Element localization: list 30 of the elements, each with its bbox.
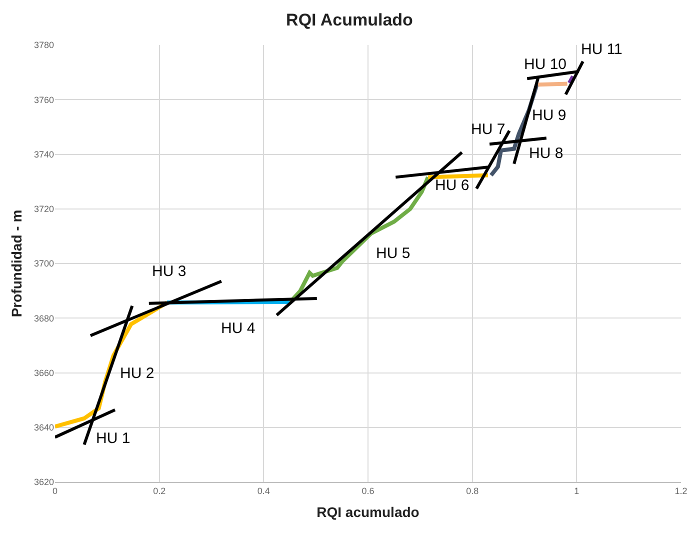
chart-title: RQI Acumulado <box>286 10 413 30</box>
x-tick-label: 0.8 <box>466 486 479 496</box>
x-tick-label: 0.4 <box>257 486 270 496</box>
y-tick-label: 3740 <box>34 149 54 160</box>
x-tick-label: 0 <box>52 486 58 496</box>
series-label: HU 9 <box>532 107 566 124</box>
series-label: HU 11 <box>581 41 622 58</box>
y-tick-label: 3780 <box>34 40 54 50</box>
x-tick-label: 0.2 <box>153 486 166 496</box>
y-tick-label: 3720 <box>34 204 54 214</box>
series-label: HU 1 <box>96 430 130 447</box>
series-label: HU 2 <box>120 365 154 382</box>
x-tick-label: 1.2 <box>674 486 688 496</box>
y-tick-label: 3760 <box>34 94 54 105</box>
y-tick-label: 3700 <box>34 258 54 269</box>
series-label: HU 8 <box>529 145 564 162</box>
series-label: HU 3 <box>152 263 186 280</box>
series-label: HU 10 <box>524 56 567 73</box>
series-label: HU 4 <box>221 320 256 337</box>
y-axis-title: Profundidad - m <box>8 210 25 318</box>
x-axis-title: RQI acumulado <box>316 504 420 520</box>
y-tick-label: 3640 <box>34 422 54 433</box>
series-label: HU 5 <box>376 245 410 262</box>
series-label: HU 6 <box>435 177 470 194</box>
series-label: HU 7 <box>471 121 506 138</box>
y-tick-label: 3660 <box>34 368 54 378</box>
y-tick-label: 3680 <box>34 313 54 324</box>
x-tick-label: 0.6 <box>362 486 374 496</box>
x-tick-label: 1 <box>574 486 580 496</box>
y-tick-label: 3620 <box>34 477 54 488</box>
